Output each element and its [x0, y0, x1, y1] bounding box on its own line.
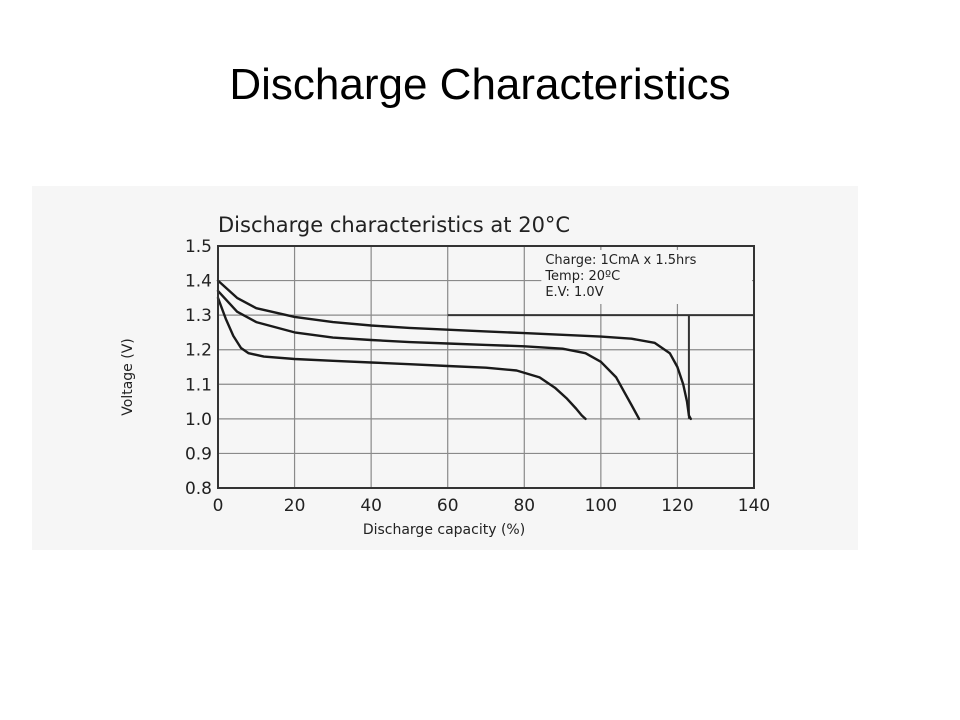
series-line-0: [216, 279, 692, 421]
x-tick-label-3: 60: [437, 496, 459, 516]
y-tick-label-2: 1.0: [185, 410, 212, 430]
y-tick-label-3: 1.1: [185, 375, 212, 395]
series-line-2: [216, 296, 587, 421]
discharge-chart: Discharge characteristics at 20°C 0 20 40 6…: [120, 213, 770, 538]
x-tick-label-5: 100: [585, 496, 617, 516]
x-tick-label-0: 0: [213, 496, 224, 516]
y-tick-label-5: 1.3: [185, 306, 212, 326]
annotation-0: Charge: 1CmA x 1.5hrs: [545, 253, 696, 268]
y-tick-label-1: 0.9: [185, 444, 212, 464]
chart-panel: Discharge characteristics at 20°C 0 20 40 6…: [32, 186, 858, 550]
annotation-2: E.V: 1.0V: [545, 285, 603, 300]
y-tick-label-7: 1.5: [185, 237, 212, 257]
series-line-1: [216, 289, 641, 421]
axes: 0 20 40 60 80 100 120 140 0.8 0.9 1.0 1.1 1.2 1.3 1.4 1…: [185, 237, 770, 516]
x-tick-label-6: 120: [661, 496, 693, 516]
chart-title: Discharge characteristics at 20°C: [218, 213, 570, 237]
x-tick-label-2: 40: [360, 496, 382, 516]
notes-background: [541, 250, 752, 304]
y-tick-label-6: 1.4: [185, 272, 212, 292]
y-axis-label: Voltage (V): [120, 338, 136, 415]
x-tick-label-1: 20: [284, 496, 306, 516]
slide-title: Discharge Characteristics: [229, 60, 731, 109]
plot-frame: [217, 245, 755, 489]
x-tick-label-7: 140: [738, 496, 770, 516]
x-tick-label-4: 80: [513, 496, 535, 516]
reference-lines: [447, 314, 754, 419]
annotation-1: Temp: 20ºC: [544, 269, 620, 284]
x-axis-label: Discharge capacity (%): [363, 522, 525, 538]
series-group: [216, 279, 692, 421]
y-tick-label-4: 1.2: [185, 341, 212, 361]
y-tick-label-0: 0.8: [185, 479, 212, 499]
